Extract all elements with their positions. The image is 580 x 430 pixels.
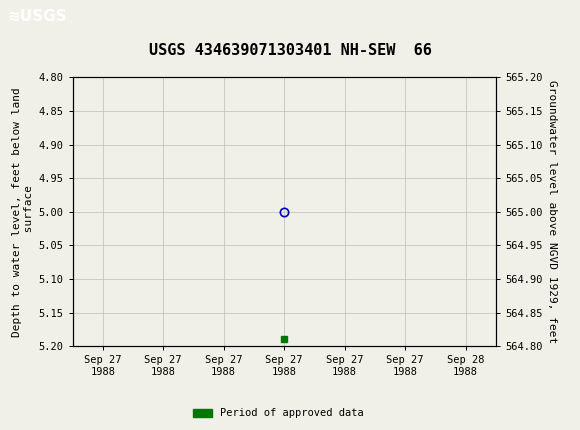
Text: USGS 434639071303401 NH-SEW  66: USGS 434639071303401 NH-SEW 66 [148,43,432,58]
Text: ≋USGS: ≋USGS [7,9,67,24]
Y-axis label: Depth to water level, feet below land
 surface: Depth to water level, feet below land su… [12,87,34,337]
Legend: Period of approved data: Period of approved data [189,404,368,423]
Y-axis label: Groundwater level above NGVD 1929, feet: Groundwater level above NGVD 1929, feet [546,80,557,344]
